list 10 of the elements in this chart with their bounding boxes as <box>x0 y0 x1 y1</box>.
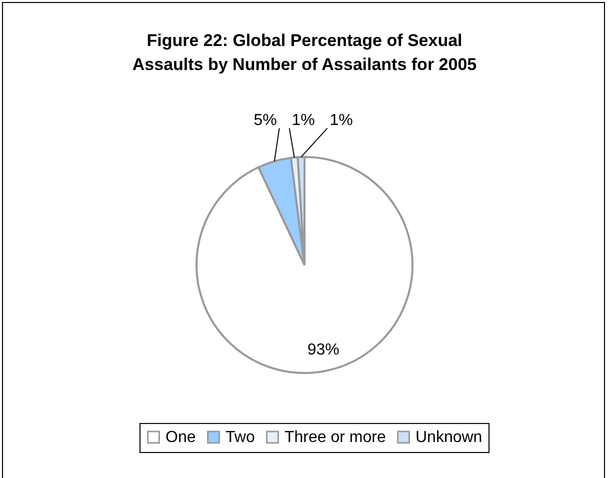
data-label: 5% <box>254 112 277 130</box>
chart-title: Figure 22: Global Percentage of Sexual Assaults by Number of Assailants for 2005 <box>132 31 477 74</box>
legend-label: One <box>166 429 196 446</box>
legend-label: Two <box>226 429 255 446</box>
legend-label: Three or more <box>284 429 386 446</box>
data-label: 93% <box>307 341 340 358</box>
data-label: 1% <box>292 112 315 130</box>
legend-label: Unknown <box>416 429 482 446</box>
data-label: 1% <box>330 112 353 130</box>
pie-slice <box>196 156 414 374</box>
